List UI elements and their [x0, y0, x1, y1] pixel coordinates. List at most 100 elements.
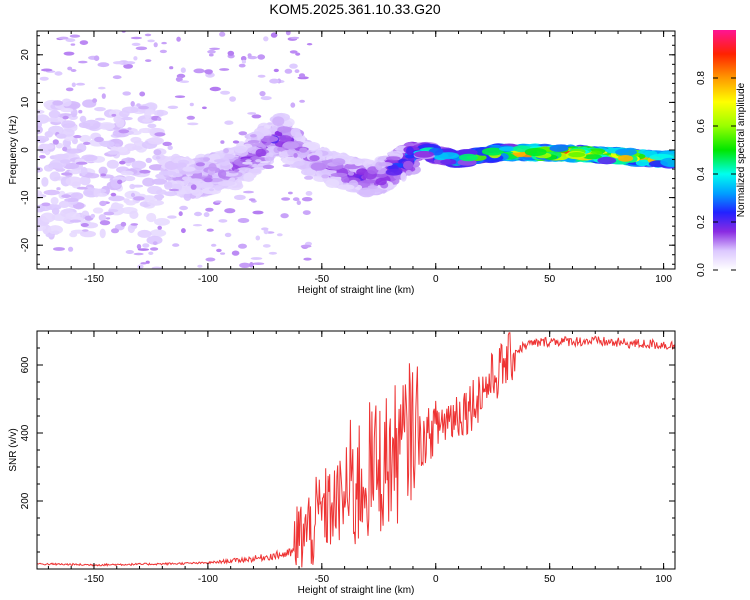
spectrogram-cell — [202, 106, 207, 110]
spectrogram-cell — [48, 110, 61, 119]
spectrogram-cell — [176, 162, 187, 168]
spectrogram-cell — [67, 66, 73, 71]
spectrogram-cell — [234, 194, 246, 200]
colorbar: 0.0 0.2 0.4 0.6 0.8 Normalized spectral ampl… — [696, 30, 747, 277]
spectrogram-cell — [280, 213, 289, 219]
spectrogram-cell — [186, 115, 195, 120]
spectrogram-cell — [597, 156, 617, 165]
spectrogram-cell — [264, 156, 273, 162]
spectrogram-cell — [64, 198, 79, 202]
spectrogram-cell — [247, 140, 260, 143]
spectrogram-cell — [98, 166, 108, 175]
spectrogram-cell — [358, 187, 375, 198]
x-tick-label: -50 — [315, 574, 330, 585]
colorbar-tick-label: 0.0 — [696, 263, 707, 277]
spectrogram-cell — [98, 122, 116, 130]
spectrogram-cell — [192, 224, 203, 227]
snr-frame — [36, 330, 676, 570]
spectrogram-cell — [79, 115, 87, 123]
spectrogram-cell — [290, 102, 296, 108]
spectrogram-cell — [147, 200, 165, 206]
spectrogram-cell — [180, 67, 186, 73]
spectrogram-cell — [146, 235, 163, 245]
spectrogram-cell — [79, 176, 91, 186]
spectrogram-cell — [40, 212, 56, 223]
spectrogram-cell — [260, 96, 272, 101]
spectrogram-cell — [79, 40, 89, 45]
spectrogram-cell — [205, 207, 214, 212]
spectrogram-cell — [255, 159, 262, 163]
spectrogram-cell — [117, 179, 123, 185]
spectrogram-cell — [403, 160, 414, 170]
spectrogram-cell — [249, 168, 261, 174]
spectrogram-cell — [200, 181, 214, 189]
spectrogram-cell — [310, 162, 327, 171]
spectrogram-cell — [295, 52, 301, 56]
spectrogram-cell — [440, 159, 456, 165]
spectrogram-cell — [75, 161, 88, 165]
spectrogram-cell — [78, 109, 83, 114]
spectrogram-cell — [214, 200, 222, 203]
spectrogram-cell — [157, 225, 162, 230]
x-tick-label: 100 — [655, 274, 672, 285]
spectrogram-cell — [156, 110, 164, 117]
spectrogram-cell — [293, 161, 305, 166]
spectrogram-cell — [250, 257, 263, 260]
spectrogram-cell — [205, 257, 216, 262]
colorbar-ticks: 0.0 0.2 0.4 0.6 0.8 — [696, 71, 736, 277]
x-tick-label: -150 — [84, 274, 104, 285]
spectrogram-cell — [90, 213, 96, 219]
spectrogram-cell — [41, 177, 49, 187]
spectrogram-cell — [325, 178, 340, 188]
spectrogram-cell — [98, 214, 107, 222]
spectrogram-cell — [240, 56, 247, 61]
spectrogram-cell — [144, 109, 156, 115]
spectrogram-cell — [238, 131, 248, 136]
spectrogram-cell — [53, 247, 65, 251]
spectrogram-cell — [263, 229, 269, 235]
spectrogram-cell — [187, 122, 199, 126]
spectrogram-cell — [47, 225, 63, 235]
spectrogram-cell — [60, 159, 71, 164]
spectrogram-cell — [76, 186, 89, 190]
spectrogram-cell — [303, 257, 312, 261]
spectrogram-cell — [179, 205, 189, 211]
spectrogram-cell — [151, 178, 168, 185]
spectrogram-cell — [499, 146, 518, 152]
spectrogram-cell — [43, 189, 60, 196]
spectrogram-cell — [137, 248, 150, 251]
colorbar-tick-label: 0.4 — [696, 167, 707, 181]
spectrogram-cell — [157, 117, 162, 121]
spectrogram-cell — [400, 172, 407, 182]
spectrogram-cell — [367, 166, 379, 175]
spectrogram-cell — [78, 60, 88, 64]
spectrogram-cell — [208, 163, 217, 172]
spectrogram-cell — [302, 210, 311, 216]
spectrogram-cell — [37, 166, 43, 173]
spectrogram-cell — [285, 31, 291, 36]
spectrogram-cell — [39, 155, 46, 159]
spectrogram-cell — [220, 90, 231, 95]
spectrogram-cell — [147, 123, 157, 129]
spectrogram-cell — [219, 68, 230, 71]
spectrogram-cell — [385, 168, 403, 176]
spectrogram-cell — [129, 210, 139, 219]
spectrogram-cell — [167, 145, 173, 150]
spectrogram-cell — [136, 103, 141, 107]
spectrogram-cell — [257, 74, 266, 78]
spectrogram-cell — [92, 98, 98, 103]
spectrogram-cell — [60, 107, 74, 113]
spectrogram-cell — [80, 166, 88, 176]
spectrogram-cell — [248, 198, 256, 202]
spectrogram-cell — [232, 140, 240, 144]
spectrogram-cell — [62, 115, 69, 120]
spectrogram-cell — [61, 120, 76, 128]
spectrogram-cell — [405, 169, 413, 176]
spectrogram-cell — [231, 250, 240, 256]
spectrogram-cell — [194, 211, 202, 217]
spectrogram-cell — [41, 202, 51, 207]
spectrogram-cell — [99, 141, 108, 145]
spectrogram-cell — [239, 262, 251, 268]
spectrogram-cell — [214, 184, 224, 191]
spectrogram-cell — [154, 194, 165, 200]
